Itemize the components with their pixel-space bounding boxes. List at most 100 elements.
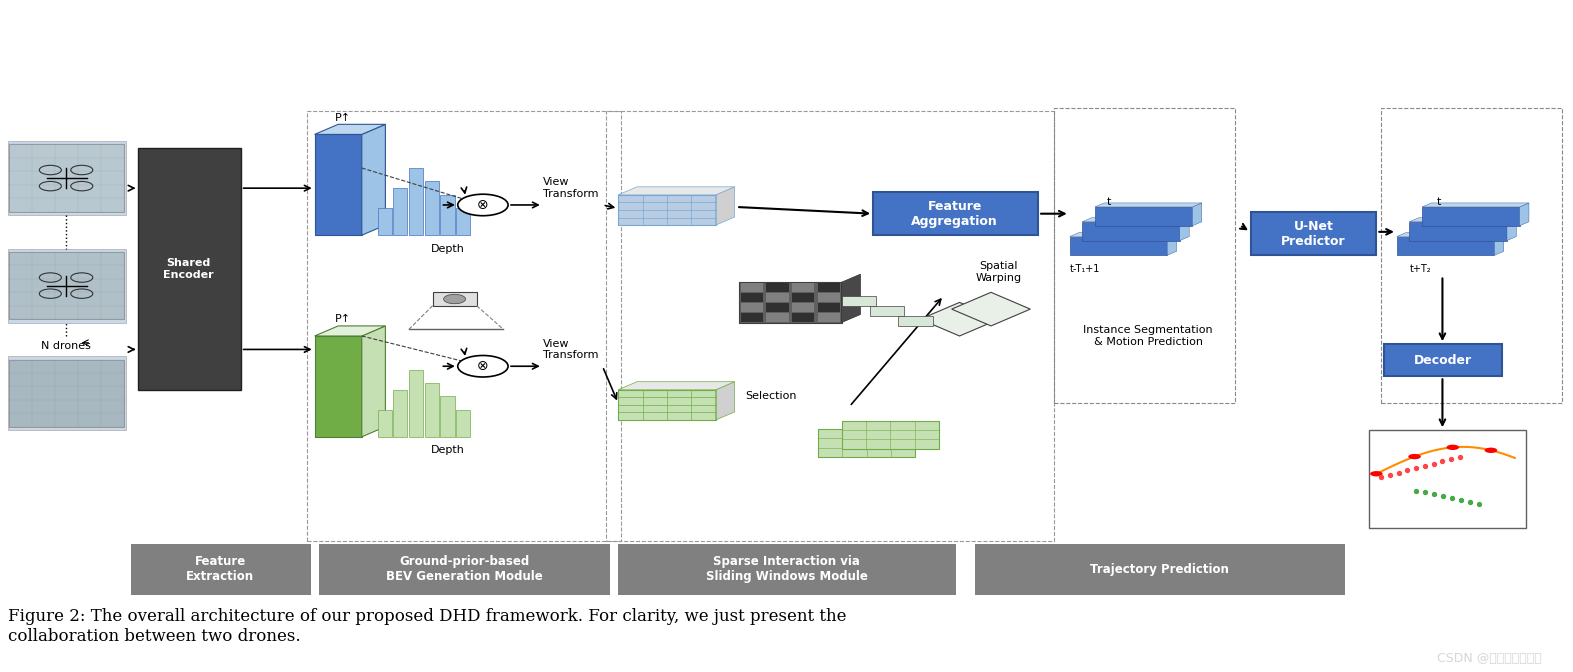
Circle shape [458, 355, 508, 377]
FancyBboxPatch shape [741, 303, 763, 312]
Point [1369, 472, 1394, 482]
FancyBboxPatch shape [791, 293, 815, 302]
FancyBboxPatch shape [739, 282, 842, 323]
FancyBboxPatch shape [319, 544, 610, 595]
Circle shape [1447, 445, 1460, 450]
Polygon shape [1167, 233, 1177, 255]
FancyBboxPatch shape [378, 208, 392, 235]
Point [1420, 458, 1446, 469]
FancyBboxPatch shape [1070, 237, 1167, 255]
FancyBboxPatch shape [1409, 222, 1507, 241]
Bar [606, 111, 1054, 541]
Polygon shape [1409, 218, 1516, 222]
FancyBboxPatch shape [425, 181, 439, 235]
FancyBboxPatch shape [393, 390, 407, 437]
Text: t: t [1107, 197, 1111, 206]
Polygon shape [1422, 203, 1529, 207]
Polygon shape [618, 187, 735, 195]
FancyBboxPatch shape [8, 356, 126, 430]
FancyBboxPatch shape [131, 544, 311, 595]
Point [1438, 454, 1463, 464]
Polygon shape [716, 187, 735, 225]
Circle shape [1485, 448, 1497, 453]
FancyBboxPatch shape [315, 336, 362, 437]
Point [1403, 463, 1428, 474]
Text: U-Net
Predictor: U-Net Predictor [1280, 220, 1346, 248]
Text: Spatial
Warping: Spatial Warping [975, 261, 1022, 283]
Polygon shape [1520, 203, 1529, 226]
FancyBboxPatch shape [9, 360, 124, 427]
Polygon shape [362, 326, 385, 437]
Polygon shape [1397, 233, 1504, 237]
FancyBboxPatch shape [440, 195, 455, 235]
FancyBboxPatch shape [8, 141, 126, 215]
Point [1449, 495, 1474, 505]
Text: Shared
Encoder: Shared Encoder [164, 258, 214, 280]
Polygon shape [315, 326, 385, 336]
Text: Sparse Interaction via
Sliding Windows Module: Sparse Interaction via Sliding Windows M… [706, 555, 867, 583]
FancyBboxPatch shape [1369, 430, 1526, 528]
FancyBboxPatch shape [741, 293, 763, 302]
Polygon shape [618, 382, 735, 390]
Polygon shape [952, 292, 1030, 326]
Text: t: t [1438, 197, 1441, 206]
FancyBboxPatch shape [440, 396, 455, 437]
FancyBboxPatch shape [791, 313, 815, 322]
Bar [307, 111, 621, 541]
Point [1386, 467, 1411, 478]
FancyBboxPatch shape [618, 390, 716, 420]
FancyBboxPatch shape [818, 293, 840, 302]
Text: N drones: N drones [41, 341, 91, 351]
FancyBboxPatch shape [433, 292, 477, 306]
Text: View
Transform: View Transform [543, 339, 598, 360]
Text: View
Transform: View Transform [543, 177, 598, 199]
Text: P↑: P↑ [335, 113, 351, 122]
Point [1439, 493, 1464, 503]
Bar [1381, 108, 1562, 403]
Text: ⊗: ⊗ [477, 360, 489, 373]
Polygon shape [315, 124, 385, 134]
Text: Trajectory Prediction: Trajectory Prediction [1090, 562, 1229, 576]
Polygon shape [716, 382, 735, 420]
Text: Feature
Extraction: Feature Extraction [186, 555, 255, 583]
FancyBboxPatch shape [315, 134, 362, 235]
Text: t-T₁+1: t-T₁+1 [1070, 264, 1101, 274]
FancyBboxPatch shape [873, 192, 1038, 235]
FancyBboxPatch shape [1384, 344, 1502, 376]
FancyBboxPatch shape [791, 283, 815, 292]
Polygon shape [362, 124, 385, 235]
Text: CSDN @大泽泽的小可爱: CSDN @大泽泽的小可爱 [1436, 653, 1542, 665]
Circle shape [458, 194, 508, 216]
FancyBboxPatch shape [409, 168, 423, 235]
FancyBboxPatch shape [456, 410, 470, 437]
FancyBboxPatch shape [818, 283, 840, 292]
Polygon shape [1082, 218, 1189, 222]
FancyBboxPatch shape [1422, 207, 1520, 226]
Polygon shape [920, 302, 999, 336]
FancyBboxPatch shape [618, 195, 716, 225]
Text: P↑: P↑ [335, 314, 351, 324]
Text: Depth: Depth [431, 446, 466, 455]
FancyBboxPatch shape [842, 296, 876, 306]
Polygon shape [1095, 203, 1202, 207]
Polygon shape [1070, 233, 1177, 237]
Circle shape [444, 294, 466, 304]
Text: Depth: Depth [431, 244, 466, 253]
Point [1413, 460, 1438, 471]
Point [1403, 485, 1428, 496]
Point [1430, 456, 1455, 467]
FancyBboxPatch shape [766, 293, 788, 302]
FancyBboxPatch shape [1251, 212, 1376, 255]
Polygon shape [1507, 218, 1516, 241]
Text: t+T₂: t+T₂ [1409, 264, 1431, 274]
FancyBboxPatch shape [378, 410, 392, 437]
FancyBboxPatch shape [766, 303, 788, 312]
FancyBboxPatch shape [818, 303, 840, 312]
FancyBboxPatch shape [842, 421, 939, 449]
FancyBboxPatch shape [791, 303, 815, 312]
FancyBboxPatch shape [9, 144, 124, 212]
Text: Instance Segmentation
& Motion Prediction: Instance Segmentation & Motion Predictio… [1084, 325, 1213, 347]
Polygon shape [842, 274, 860, 323]
FancyBboxPatch shape [818, 313, 840, 322]
Text: Selection: Selection [746, 392, 796, 401]
